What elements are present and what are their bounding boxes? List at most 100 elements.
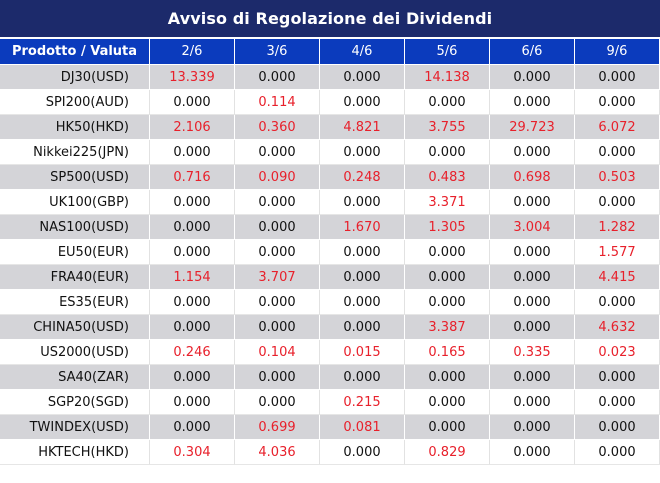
value-cell: 0.000 xyxy=(490,290,575,315)
column-header-date: 6/6 xyxy=(490,39,575,65)
value-cell: 0.000 xyxy=(235,140,320,165)
value-cell: 0.000 xyxy=(490,365,575,390)
value-cell: 0.000 xyxy=(150,390,235,415)
value-cell: 0.000 xyxy=(320,315,405,340)
table-row: CHINA50(USD) 0.000 0.000 0.000 3.387 0.000 4.6… xyxy=(0,315,660,340)
value-cell: 0.000 xyxy=(320,365,405,390)
value-cell: 0.000 xyxy=(150,240,235,265)
product-cell: NAS100(USD) xyxy=(0,215,150,240)
value-cell: 0.000 xyxy=(490,190,575,215)
value-cell: 0.104 xyxy=(235,340,320,365)
product-cell: Nikkei225(JPN) xyxy=(0,140,150,165)
value-cell: 0.304 xyxy=(150,440,235,465)
value-cell: 0.000 xyxy=(235,190,320,215)
value-cell: 6.072 xyxy=(575,115,660,140)
value-cell: 0.023 xyxy=(575,340,660,365)
value-cell: 0.215 xyxy=(320,390,405,415)
value-cell: 0.000 xyxy=(320,240,405,265)
product-cell: SA40(ZAR) xyxy=(0,365,150,390)
value-cell: 0.000 xyxy=(235,315,320,340)
value-cell: 0.000 xyxy=(575,140,660,165)
value-cell: 0.483 xyxy=(405,165,490,190)
value-cell: 0.090 xyxy=(235,165,320,190)
column-header-date: 4/6 xyxy=(320,39,405,65)
value-cell: 0.000 xyxy=(235,290,320,315)
value-cell: 0.000 xyxy=(150,90,235,115)
column-header-date: 5/6 xyxy=(405,39,490,65)
product-cell: US2000(USD) xyxy=(0,340,150,365)
value-cell: 0.000 xyxy=(490,315,575,340)
value-cell: 0.000 xyxy=(150,140,235,165)
value-cell: 0.000 xyxy=(575,365,660,390)
table-row: US2000(USD) 0.246 0.104 0.015 0.165 0.335 0.02… xyxy=(0,340,660,365)
product-cell: CHINA50(USD) xyxy=(0,315,150,340)
table-row: UK100(GBP) 0.000 0.000 0.000 3.371 0.000 0.000 xyxy=(0,190,660,215)
product-cell: HKTECH(HKD) xyxy=(0,440,150,465)
value-cell: 0.114 xyxy=(235,90,320,115)
value-cell: 0.000 xyxy=(320,190,405,215)
table-row: FRA40(EUR) 1.154 3.707 0.000 0.000 0.000 4.415 xyxy=(0,265,660,290)
value-cell: 0.000 xyxy=(490,390,575,415)
value-cell: 0.000 xyxy=(150,415,235,440)
value-cell: 0.000 xyxy=(575,415,660,440)
value-cell: 0.335 xyxy=(490,340,575,365)
column-header-date: 9/6 xyxy=(575,39,660,65)
value-cell: 0.000 xyxy=(405,415,490,440)
table-row: SPI200(AUD) 0.000 0.114 0.000 0.000 0.000 0.00… xyxy=(0,90,660,115)
column-header-date: 3/6 xyxy=(235,39,320,65)
value-cell: 1.282 xyxy=(575,215,660,240)
value-cell: 0.000 xyxy=(150,315,235,340)
table-row: SGP20(SGD) 0.000 0.000 0.215 0.000 0.000 0.000 xyxy=(0,390,660,415)
value-cell: 0.000 xyxy=(490,440,575,465)
value-cell: 0.000 xyxy=(405,140,490,165)
value-cell: 4.415 xyxy=(575,265,660,290)
value-cell: 0.000 xyxy=(320,265,405,290)
value-cell: 1.577 xyxy=(575,240,660,265)
value-cell: 2.106 xyxy=(150,115,235,140)
value-cell: 0.015 xyxy=(320,340,405,365)
value-cell: 0.165 xyxy=(405,340,490,365)
value-cell: 0.000 xyxy=(490,65,575,90)
value-cell: 0.000 xyxy=(575,65,660,90)
product-cell: DJ30(USD) xyxy=(0,65,150,90)
table-row: DJ30(USD) 13.339 0.000 0.000 14.138 0.000 0.00… xyxy=(0,65,660,90)
value-cell: 0.081 xyxy=(320,415,405,440)
value-cell: 0.000 xyxy=(405,390,490,415)
product-cell: SPI200(AUD) xyxy=(0,90,150,115)
value-cell: 4.632 xyxy=(575,315,660,340)
value-cell: 0.000 xyxy=(490,240,575,265)
value-cell: 0.000 xyxy=(490,265,575,290)
product-cell: ES35(EUR) xyxy=(0,290,150,315)
value-cell: 0.000 xyxy=(320,290,405,315)
product-cell: UK100(GBP) xyxy=(0,190,150,215)
divider xyxy=(0,37,660,39)
product-cell: SGP20(SGD) xyxy=(0,390,150,415)
value-cell: 1.305 xyxy=(405,215,490,240)
value-cell: 0.000 xyxy=(405,90,490,115)
table-row: Nikkei225(JPN) 0.000 0.000 0.000 0.000 0.000 0… xyxy=(0,140,660,165)
value-cell: 3.004 xyxy=(490,215,575,240)
value-cell: 4.821 xyxy=(320,115,405,140)
value-cell: 0.000 xyxy=(150,290,235,315)
value-cell: 0.503 xyxy=(575,165,660,190)
table-row: EU50(EUR) 0.000 0.000 0.000 0.000 0.000 1.577 xyxy=(0,240,660,265)
value-cell: 0.000 xyxy=(235,365,320,390)
value-cell: 0.000 xyxy=(235,390,320,415)
value-cell: 0.698 xyxy=(490,165,575,190)
value-cell: 0.000 xyxy=(575,440,660,465)
value-cell: 1.670 xyxy=(320,215,405,240)
value-cell: 0.000 xyxy=(150,215,235,240)
value-cell: 3.707 xyxy=(235,265,320,290)
value-cell: 13.339 xyxy=(150,65,235,90)
value-cell: 0.000 xyxy=(405,365,490,390)
page-title: Avviso di Regolazione dei Dividendi xyxy=(0,0,660,37)
value-cell: 0.000 xyxy=(490,415,575,440)
table-row: SP500(USD) 0.716 0.090 0.248 0.483 0.698 0.503 xyxy=(0,165,660,190)
value-cell: 0.000 xyxy=(235,240,320,265)
table-row: TWINDEX(USD) 0.000 0.699 0.081 0.000 0.000 0.0… xyxy=(0,415,660,440)
value-cell: 0.000 xyxy=(405,265,490,290)
value-cell: 14.138 xyxy=(405,65,490,90)
value-cell: 0.000 xyxy=(490,140,575,165)
value-cell: 0.000 xyxy=(405,290,490,315)
